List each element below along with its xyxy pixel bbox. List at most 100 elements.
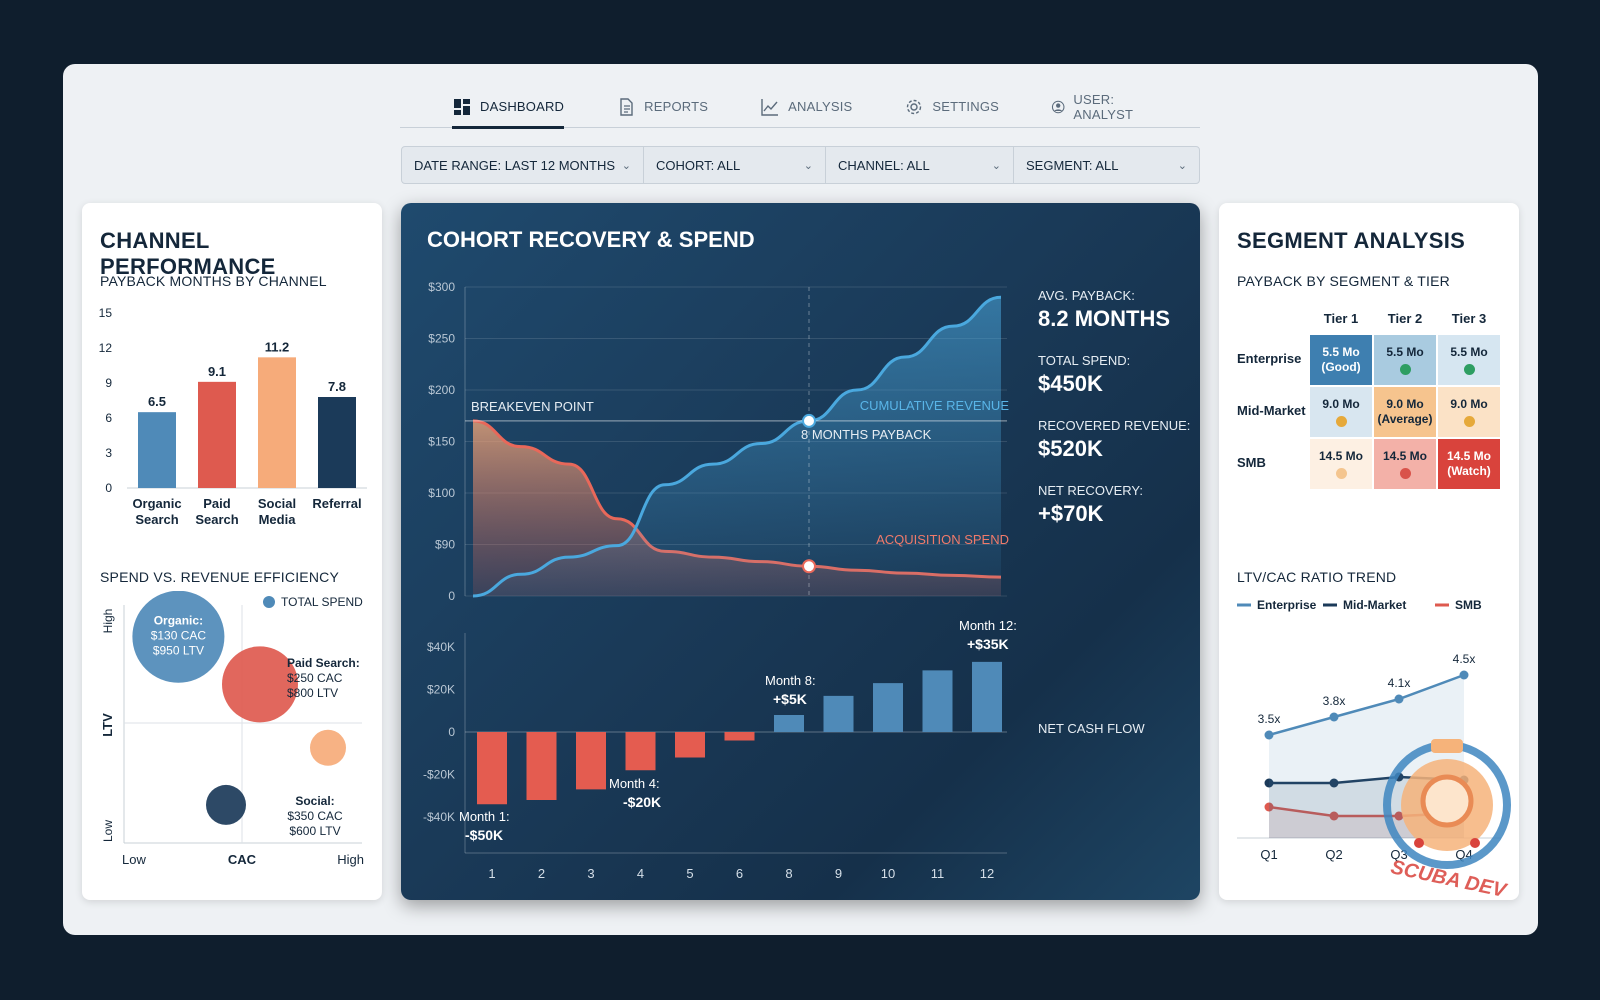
stat-label: RECOVERED REVENUE:: [1038, 418, 1190, 433]
y-tick-label: 0: [448, 589, 455, 603]
x-tick-label: 2: [538, 866, 545, 881]
status-dot: [1463, 364, 1475, 375]
y-tick-label: 3: [105, 446, 112, 460]
y-tick-label: 0: [105, 481, 112, 495]
filter-label: SEGMENT: ALL: [1026, 157, 1119, 173]
point-label: 3.5x: [1258, 712, 1281, 726]
segment-label: Enterprise: [1237, 351, 1302, 366]
status-dot: [1399, 364, 1411, 375]
status-dot: [1335, 416, 1347, 427]
heatmap-cell[interactable]: 9.0 Mo: [1310, 387, 1372, 437]
cell-value: 5.5 Mo: [1450, 345, 1488, 359]
status-dot: [1335, 468, 1347, 479]
bubble-chart: TOTAL SPEND High Low LTV Low CAC High Or…: [100, 591, 364, 867]
series-area: [473, 297, 1001, 596]
cell-value: 9.0 Mo: [1450, 397, 1488, 411]
y-tick-label: 12: [99, 341, 113, 355]
bar-value-label: 7.8: [328, 379, 346, 394]
chevron-down-icon: ⌄: [1177, 159, 1187, 172]
segment-dropdown[interactable]: SEGMENT: ALL ⌄: [1014, 147, 1199, 183]
stat-value: 8.2 MONTHS: [1038, 306, 1170, 331]
heatmap-cell[interactable]: 5.5 Mo: [1374, 335, 1436, 385]
x-tick-label: 12: [980, 866, 994, 881]
category-label: Paid: [203, 496, 231, 511]
y-tick-label: $40K: [427, 640, 455, 654]
y-tick-label: 9: [105, 376, 112, 390]
series-point: [1264, 730, 1274, 740]
bar-chart-subtitle: PAYBACK MONTHS BY CHANNEL: [100, 273, 327, 289]
nav-dashboard[interactable]: DASHBOARD: [452, 86, 565, 129]
bubble-label-social: Social:: [295, 794, 334, 808]
net-cash-flow-label: NET CASH FLOW: [1038, 721, 1145, 736]
bar-value-label: 11.2: [265, 339, 290, 354]
gear-icon: [907, 99, 922, 114]
heatmap-cell[interactable]: 5.5 Mo (Good): [1310, 335, 1372, 385]
annotation-month-8: Month 8:: [765, 673, 816, 688]
nav-analysis[interactable]: ANALYSIS: [760, 86, 852, 128]
category-label: Referral: [312, 496, 361, 511]
series-point: [1329, 778, 1339, 788]
bar: [258, 357, 296, 488]
series-line: [1268, 673, 1465, 737]
nav-settings[interactable]: SETTINGS: [904, 86, 999, 128]
y-tick-label: $300: [428, 280, 455, 294]
cash-bar: [823, 695, 854, 732]
annotation-month-4: Month 4:: [609, 776, 660, 791]
bubble: [132, 591, 225, 683]
stat-label: AVG. PAYBACK:: [1038, 288, 1135, 303]
annotation-month-12-value: +$35K: [967, 636, 1009, 652]
cell-value: 14.5 Mo: [1382, 449, 1427, 463]
cohort-dropdown[interactable]: COHORT: ALL ⌄: [644, 147, 826, 183]
y-tick-label: $250: [428, 332, 455, 346]
chevron-down-icon: ⌄: [803, 159, 813, 172]
cell-value: 5.5 Mo: [1386, 345, 1424, 359]
heatmap-cell[interactable]: 14.5 Mo (Watch): [1438, 439, 1500, 489]
bubble-chart-subtitle: SPEND VS. REVENUE EFFICIENCY: [100, 569, 339, 585]
heatmap-cell[interactable]: 5.5 Mo: [1438, 335, 1500, 385]
bar-value-label: 9.1: [208, 364, 226, 379]
bubble-label-organic: Organic:: [154, 614, 203, 628]
tier-header: Tier 3: [1451, 311, 1487, 326]
point-label: 4.1x: [1388, 676, 1411, 690]
y-tick-label: -$40K: [423, 810, 455, 824]
x-tick-label: 1: [488, 866, 495, 881]
heatmap-cell[interactable]: 9.0 Mo: [1438, 387, 1500, 437]
series-point: [1459, 670, 1469, 680]
bubble-label-organic: $130 CAC: [151, 629, 207, 643]
bubble-label-paid-search: $800 LTV: [287, 686, 338, 700]
date-range-dropdown[interactable]: DATE RANGE: LAST 12 MONTHS ⌄: [402, 147, 644, 183]
heatmap-cell[interactable]: 14.5 Mo: [1374, 439, 1436, 489]
status-dot: [1399, 468, 1411, 479]
heatmap-subtitle: PAYBACK BY SEGMENT & TIER: [1237, 273, 1450, 289]
x-tick-label: 10: [881, 866, 895, 881]
user-icon: [1051, 100, 1065, 113]
annotation-month-12: Month 12:: [959, 618, 1017, 633]
heatmap-cell[interactable]: 9.0 Mo (Average): [1374, 387, 1436, 437]
category-label: Search: [135, 512, 178, 527]
x-tick-label: 4: [637, 866, 644, 881]
legend-label: SMB: [1455, 598, 1482, 612]
legend-label: Enterprise: [1257, 598, 1317, 612]
y-axis-low: Low: [101, 820, 115, 842]
cell-note: (Watch): [1447, 464, 1491, 478]
cash-bar: [724, 732, 755, 741]
segment-label: SMB: [1237, 455, 1266, 470]
x-axis-low: Low: [122, 852, 146, 867]
bar: [138, 412, 176, 488]
series-point: [1264, 778, 1274, 788]
stat-value: $520K: [1038, 436, 1103, 461]
filter-label: DATE RANGE: LAST 12 MONTHS: [414, 157, 616, 173]
category-label: Social: [258, 496, 296, 511]
cell-note: (Good): [1321, 360, 1361, 374]
nav-reports[interactable]: REPORTS: [616, 86, 708, 128]
cell-value: 9.0 Mo: [1386, 397, 1424, 411]
legend-label: TOTAL SPEND: [281, 595, 363, 609]
heatmap-cell[interactable]: 14.5 Mo: [1310, 439, 1372, 489]
channel-dropdown[interactable]: CHANNEL: ALL ⌄: [826, 147, 1014, 183]
nav-label: ANALYSIS: [788, 99, 853, 114]
annotation-month-1: Month 1:: [459, 809, 510, 824]
nav-user[interactable]: USER: ANALYST: [1051, 86, 1148, 128]
stat-value: $450K: [1038, 371, 1103, 396]
card-title: SEGMENT ANALYSIS: [1237, 228, 1466, 253]
category-label: Search: [195, 512, 238, 527]
